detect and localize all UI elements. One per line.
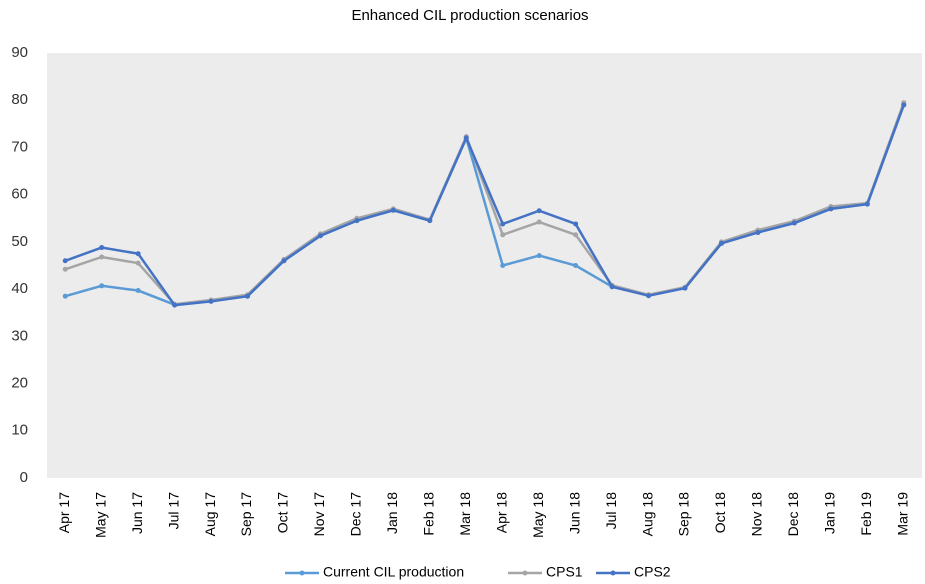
x-tick-label: Apr 17 bbox=[56, 492, 72, 533]
y-tick-label: 90 bbox=[11, 44, 28, 61]
x-tick-label: Mar 19 bbox=[894, 492, 910, 536]
y-tick-label: 40 bbox=[11, 280, 28, 297]
data-point bbox=[208, 298, 214, 304]
x-tick-label: Sep 18 bbox=[676, 492, 692, 537]
data-point bbox=[99, 254, 105, 260]
legend-label: Current CIL production bbox=[323, 564, 464, 580]
data-point bbox=[135, 251, 141, 257]
legend-marker bbox=[610, 570, 616, 576]
x-tick-label: Nov 17 bbox=[311, 492, 327, 537]
data-point bbox=[864, 201, 870, 207]
data-point bbox=[62, 258, 68, 264]
y-tick-label: 60 bbox=[11, 186, 28, 203]
data-point bbox=[901, 102, 907, 108]
data-point bbox=[427, 218, 433, 224]
x-tick-label: Jun 18 bbox=[566, 492, 582, 534]
data-point bbox=[99, 283, 105, 289]
data-point bbox=[245, 293, 251, 299]
data-point bbox=[828, 206, 834, 212]
data-point bbox=[281, 258, 287, 264]
x-tick-label: Feb 19 bbox=[858, 492, 874, 536]
y-tick-label: 80 bbox=[11, 91, 28, 108]
data-point bbox=[791, 220, 797, 226]
x-tick-label: May 17 bbox=[92, 492, 108, 538]
series-line bbox=[64, 102, 905, 306]
y-tick-label: 10 bbox=[11, 422, 28, 439]
x-tick-label: Aug 18 bbox=[639, 492, 655, 537]
x-tick-label: May 18 bbox=[530, 492, 546, 538]
y-tick-label: 30 bbox=[11, 327, 28, 344]
data-point bbox=[609, 284, 615, 290]
plot-area bbox=[47, 53, 922, 478]
data-point bbox=[390, 207, 396, 213]
y-tick-label: 70 bbox=[11, 138, 28, 155]
data-point bbox=[99, 245, 105, 251]
legend-marker bbox=[299, 570, 305, 576]
x-tick-label: Oct 17 bbox=[275, 492, 291, 533]
data-point bbox=[573, 221, 579, 227]
x-tick-label: Sep 17 bbox=[238, 492, 254, 537]
data-point bbox=[536, 219, 542, 225]
x-tick-label: Dec 17 bbox=[348, 492, 364, 537]
x-tick-label: Dec 18 bbox=[785, 492, 801, 537]
x-tick-label: Feb 18 bbox=[421, 492, 437, 536]
data-point bbox=[682, 285, 688, 291]
data-point bbox=[573, 263, 579, 268]
data-point bbox=[62, 293, 68, 299]
data-point bbox=[317, 233, 323, 239]
data-point bbox=[755, 229, 761, 235]
data-point bbox=[573, 232, 579, 238]
series-line bbox=[64, 104, 905, 307]
x-tick-label: Apr 18 bbox=[493, 492, 509, 533]
data-point bbox=[536, 253, 542, 259]
x-tick-label: Jan 18 bbox=[384, 492, 400, 534]
chart-title: Enhanced CIL production scenarios bbox=[351, 7, 588, 24]
data-point bbox=[354, 218, 360, 224]
legend-label: CPS2 bbox=[634, 564, 671, 580]
legend-marker bbox=[522, 570, 528, 576]
data-point bbox=[500, 263, 506, 268]
data-point bbox=[135, 260, 141, 266]
y-tick-label: 50 bbox=[11, 233, 28, 250]
x-tick-label: Jul 17 bbox=[165, 492, 181, 530]
x-tick-label: Aug 17 bbox=[202, 492, 218, 537]
data-point bbox=[536, 208, 542, 214]
x-tick-label: Jan 19 bbox=[822, 492, 838, 534]
data-point bbox=[135, 288, 141, 294]
x-tick-label: Oct 18 bbox=[712, 492, 728, 533]
y-tick-label: 0 bbox=[20, 469, 28, 486]
data-point bbox=[500, 221, 506, 227]
data-point bbox=[62, 266, 68, 272]
data-point bbox=[172, 302, 178, 308]
x-tick-label: Nov 18 bbox=[749, 492, 765, 537]
legend-label: CPS1 bbox=[546, 564, 583, 580]
x-tick-label: Jul 18 bbox=[603, 492, 619, 530]
data-point bbox=[718, 240, 724, 246]
data-point bbox=[646, 293, 652, 299]
x-tick-label: Mar 18 bbox=[457, 492, 473, 536]
data-point bbox=[500, 232, 506, 238]
data-point bbox=[463, 135, 469, 141]
x-tick-label: Jun 17 bbox=[129, 492, 145, 534]
y-tick-label: 20 bbox=[11, 375, 28, 392]
